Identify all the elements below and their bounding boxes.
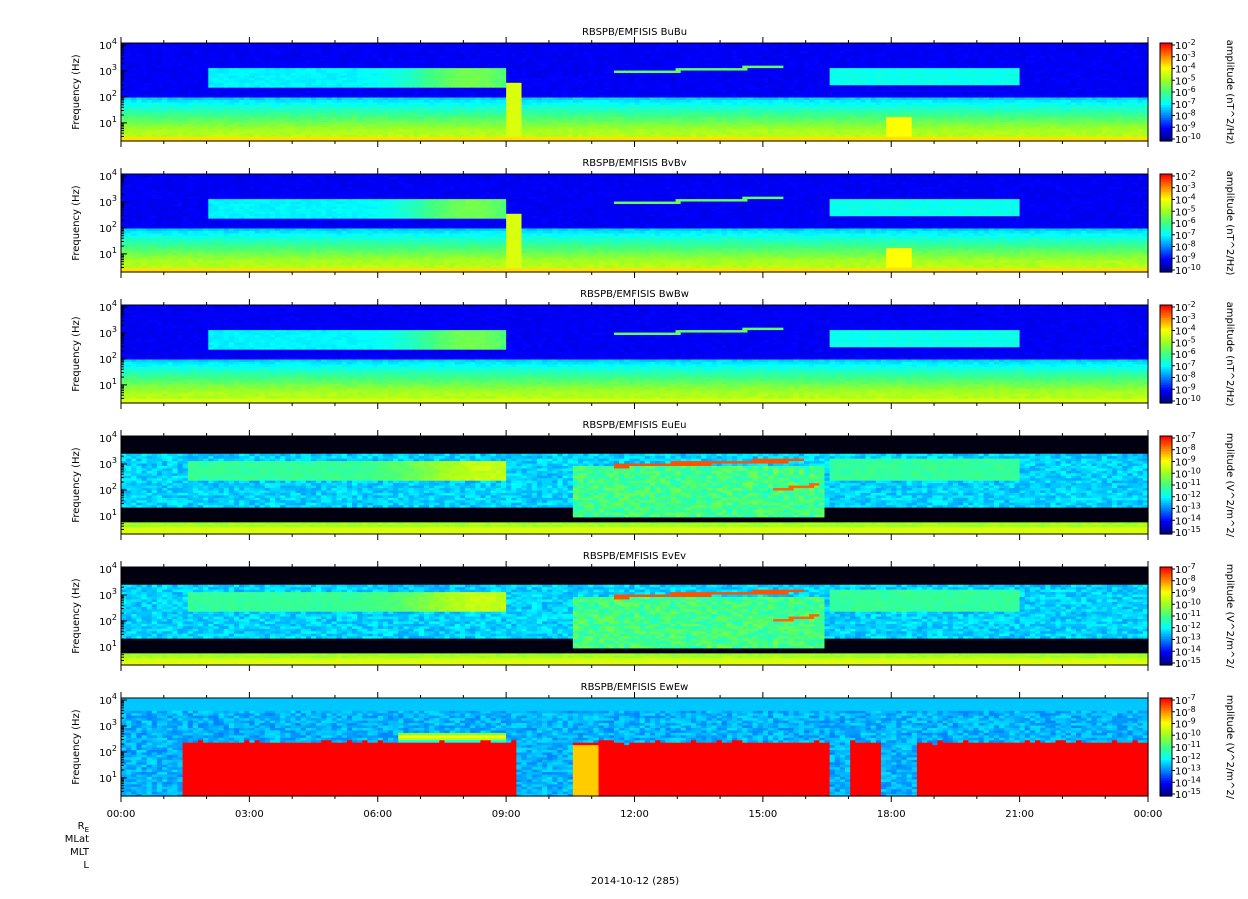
panel-title: RBSPB/EMFISIS BuBu: [582, 27, 687, 38]
spectrogram-panels: RBSPB/EMFISIS BuBu101102103104Frequency …: [71, 27, 1235, 802]
heatmap-cells: [121, 43, 1149, 142]
spectrogram-panel: RBSPB/EMFISIS BuBu101102103104Frequency …: [71, 27, 1235, 147]
